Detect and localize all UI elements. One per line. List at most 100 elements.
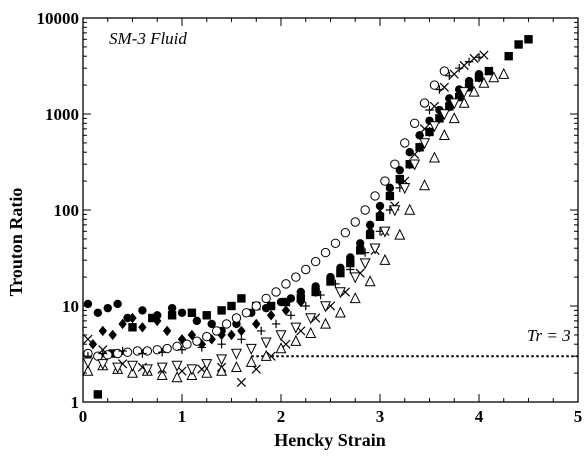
point-open-triangle-up [450,113,459,122]
point-filled-diamond [109,330,117,340]
point-open-circle [123,348,131,356]
point-open-circle [252,302,260,310]
point-cross [178,367,186,375]
point-open-triangle-down [360,259,369,268]
point-filled-diamond [138,322,146,332]
point-filled-square [282,298,290,306]
point-open-triangle-down [83,358,92,367]
point-cross [440,83,448,91]
point-filled-circle [94,309,102,317]
point-open-circle [212,327,220,335]
point-open-circle [381,177,389,185]
point-open-triangle-down [291,323,300,332]
point-open-circle [391,160,399,168]
point-open-triangle-up [420,180,429,189]
x-tick-label: 5 [574,407,583,426]
point-open-triangle-down [321,302,330,311]
point-filled-square [505,52,513,60]
point-open-circle [351,218,359,226]
point-open-circle [321,248,329,256]
point-filled-square [237,294,245,302]
point-cross [480,51,488,59]
point-filled-square [485,67,493,75]
point-open-circle [262,294,270,302]
point-open-triangle-up [430,153,439,162]
point-open-triangle-up [306,328,315,337]
point-open-circle [331,239,339,247]
point-open-circle [401,139,409,147]
point-open-circle [163,344,171,352]
point-open-triangle-up [232,362,241,371]
point-filled-square [94,390,102,398]
point-open-triangle-down [158,363,167,372]
point-open-circle [203,332,211,340]
point-open-triangle-up [172,372,181,381]
point-open-triangle-up [336,308,345,317]
x-tick-label: 0 [79,407,88,426]
point-filled-diamond [99,326,107,336]
point-filled-square [514,40,522,48]
point-filled-square [524,35,532,43]
data-points [83,35,532,399]
point-plus [257,327,265,335]
point-open-circle [341,229,349,237]
y-tick-label: 100 [54,201,80,220]
point-open-circle [232,314,240,322]
point-open-triangle-up [247,357,256,366]
point-open-triangle-up [405,205,414,214]
x-axis-title: Hencky Strain [274,430,386,450]
point-filled-square [267,302,275,310]
y-tick-label: 1 [71,393,80,412]
point-open-circle [292,273,300,281]
point-open-triangle-down [261,338,270,347]
point-filled-circle [193,317,201,325]
point-plus [217,340,225,348]
point-open-circle [440,67,448,75]
point-filled-circle [138,306,146,314]
x-tick-label: 1 [178,407,187,426]
point-open-circle [183,340,191,348]
point-filled-circle [113,300,121,308]
point-filled-diamond [282,305,290,315]
point-open-circle [361,206,369,214]
x-tick-label: 2 [277,407,286,426]
point-open-triangle-up [365,276,374,285]
point-plus [237,335,245,343]
point-open-circle [430,81,438,89]
point-open-circle [371,192,379,200]
point-open-triangle-down [128,361,137,370]
point-filled-square [203,311,211,319]
x-tick-label: 3 [376,407,385,426]
point-open-triangle-up [321,319,330,328]
y-axis-title: Trouton Ratio [6,188,26,297]
y-tick-label: 10 [62,297,79,316]
point-open-circle [282,280,290,288]
point-filled-square [128,323,136,331]
point-filled-square [217,306,225,314]
y-tick-label: 1000 [45,105,79,124]
point-open-circle [242,309,250,317]
point-open-circle [302,265,310,273]
point-open-triangle-down [247,344,256,353]
point-open-triangle-up [395,230,404,239]
point-cross [460,61,468,69]
point-open-triangle-up [440,130,449,139]
point-cross [84,335,92,343]
point-cross [470,54,478,62]
point-filled-square [168,311,176,319]
point-open-triangle-down [351,273,360,282]
point-open-circle [311,257,319,265]
point-cross [237,378,245,386]
point-filled-diamond [163,326,171,336]
point-open-triangle-down [276,331,285,340]
point-cross [450,70,458,78]
point-open-triangle-up [276,343,285,352]
point-filled-square [227,302,235,310]
point-open-triangle-down [370,244,379,253]
point-filled-square [188,309,196,317]
point-open-circle [410,119,418,127]
point-open-circle [272,288,280,296]
point-open-circle [193,337,201,345]
point-filled-circle [376,202,384,210]
